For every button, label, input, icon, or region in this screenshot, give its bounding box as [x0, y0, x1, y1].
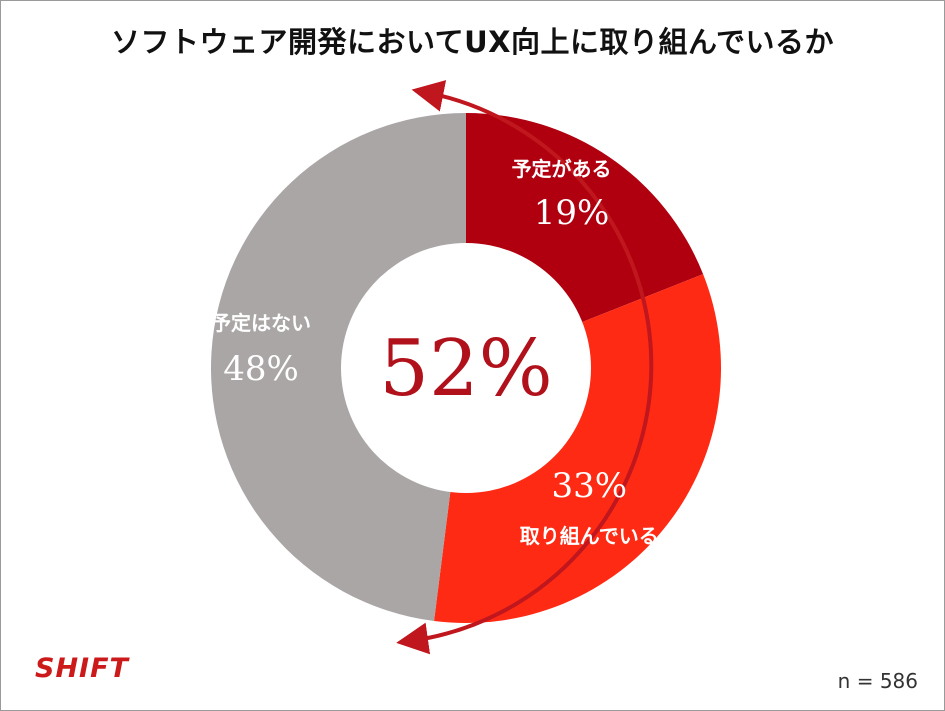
shift-logo: SHIFT [35, 653, 129, 684]
slice-label-1: 予定がある [512, 157, 612, 181]
slice-label-3: 予定はない [211, 311, 311, 335]
center-total-label: 52% [379, 324, 552, 414]
sum-bracket-arrow [396, 80, 654, 655]
chart-title: ソフトウェア開発においてUX向上に取り組んでいるか [110, 25, 835, 59]
slice-value-1: 19% [534, 193, 610, 233]
slice-label-2: 取り組んでいる [520, 524, 659, 548]
sample-size-note: n = 586 [837, 669, 918, 693]
slice-value-2: 33% [551, 466, 627, 506]
slice-value-3: 48% [223, 349, 299, 389]
